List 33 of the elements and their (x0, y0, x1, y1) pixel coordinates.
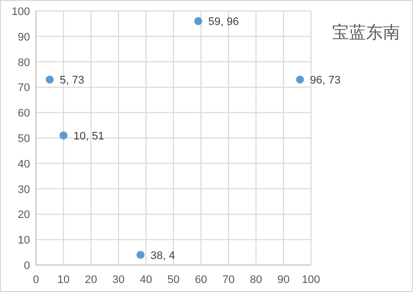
point (296, 76, 304, 84)
point (60, 131, 68, 140)
y-tick-label: 40 (18, 158, 30, 170)
point (194, 17, 202, 26)
x-tick-label: 50 (167, 274, 180, 286)
y-tick-label: 20 (18, 209, 30, 222)
data-label: 59, 96 (208, 16, 239, 28)
y-tick-label: 70 (18, 82, 30, 94)
y-tick-label: 10 (18, 234, 30, 247)
data-label: 5, 73 (60, 74, 84, 87)
x-tick-label: 10 (57, 274, 70, 286)
x-tick-label: 70 (222, 274, 235, 286)
y-tick-label: 50 (18, 133, 30, 145)
data-label: 10, 51 (74, 130, 104, 142)
point (46, 76, 54, 84)
y-tick-label: 90 (18, 31, 30, 44)
x-tick-label: 20 (84, 274, 98, 286)
x-tick-label: 0 (32, 274, 40, 286)
data-label: 96, 73 (310, 74, 341, 87)
y-tick-label: 80 (18, 56, 30, 69)
x-tick-label: 100 (302, 274, 320, 286)
x-tick-label: 80 (250, 274, 262, 286)
y-tick-label: 60 (18, 108, 30, 120)
point (136, 250, 144, 259)
data-label: 38, 4 (150, 250, 175, 262)
y-tick-label: 30 (18, 184, 30, 196)
x-tick-label: 40 (140, 274, 152, 286)
x-tick-label: 30 (112, 274, 125, 286)
text: 宝蓝东南 (332, 23, 400, 42)
y-tick-label: 100 (12, 6, 30, 18)
x-tick-label: 60 (194, 274, 208, 286)
y-tick-label: 0 (24, 260, 30, 272)
x-tick-label: 90 (277, 274, 290, 286)
